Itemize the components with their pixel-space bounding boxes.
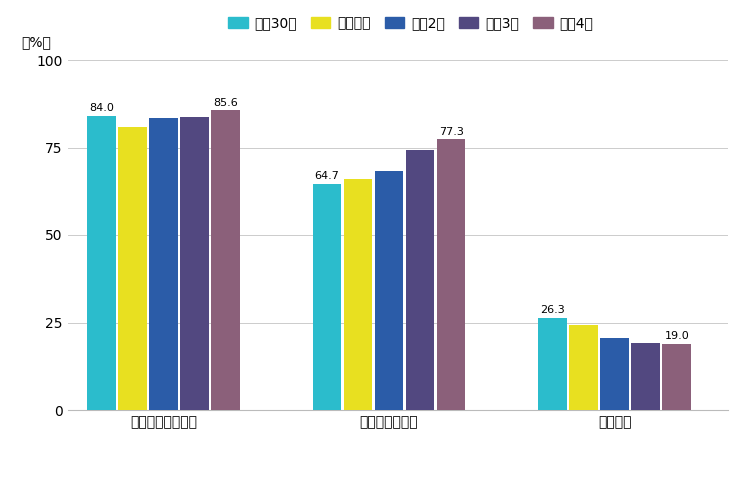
- Bar: [569, 325, 598, 410]
- Bar: [180, 116, 209, 410]
- Bar: [313, 184, 341, 410]
- Text: 64.7: 64.7: [314, 171, 340, 180]
- Text: 84.0: 84.0: [89, 103, 114, 113]
- Text: 85.6: 85.6: [213, 98, 238, 108]
- Bar: [538, 318, 567, 410]
- Bar: [601, 338, 629, 410]
- Bar: [344, 178, 372, 410]
- Bar: [211, 110, 240, 410]
- Bar: [632, 343, 660, 410]
- Text: 77.3: 77.3: [439, 126, 464, 136]
- Bar: [118, 127, 147, 410]
- Bar: [149, 118, 178, 410]
- Bar: [662, 344, 691, 410]
- Legend: 平成30年, 令和元年, 令和2年, 令和3年, 令和4年: 平成30年, 令和元年, 令和2年, 令和3年, 令和4年: [223, 11, 599, 36]
- Bar: [87, 116, 116, 410]
- Text: 26.3: 26.3: [540, 305, 565, 315]
- Bar: [375, 171, 404, 410]
- Bar: [436, 140, 465, 410]
- Text: （%）: （%）: [21, 36, 51, 50]
- Bar: [406, 150, 434, 410]
- Text: 19.0: 19.0: [664, 330, 689, 340]
